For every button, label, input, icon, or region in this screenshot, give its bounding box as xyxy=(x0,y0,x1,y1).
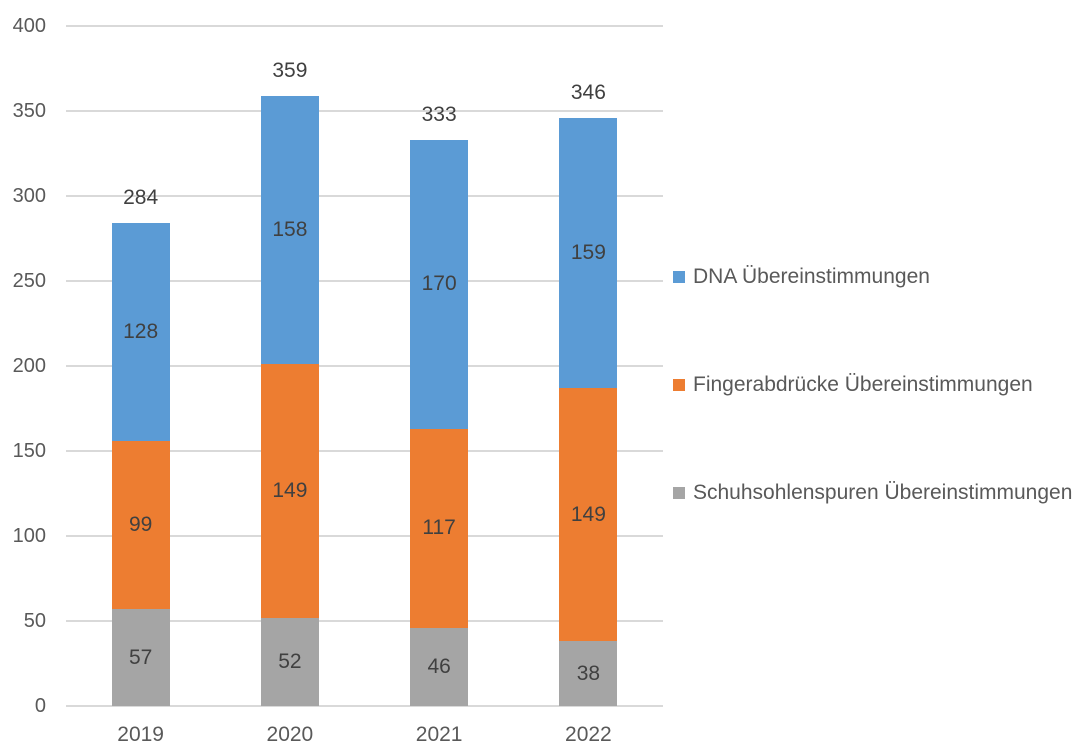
bar-segment-2020-Schuhsohlenspuren Übereinstimmungen xyxy=(260,617,319,706)
legend-item-dna: DNA Übereinstimmungen xyxy=(673,265,930,289)
y-axis-tick-label-400: 400 xyxy=(12,15,46,37)
bar-segment-2020-Fingerabdrücke Übereinstimmungen xyxy=(260,364,319,618)
bar-segment-2021-Schuhsohlenspuren Übereinstimmungen xyxy=(410,627,469,706)
gridline-200 xyxy=(66,365,663,367)
y-axis-tick-label-150: 150 xyxy=(12,440,46,462)
legend-swatch-shoeprints-icon xyxy=(673,487,685,499)
bar-segment-2019-Fingerabdrücke Übereinstimmungen xyxy=(111,440,170,610)
legend-item-shoeprints: Schuhsohlenspuren Übereinstimmungen xyxy=(673,481,1072,505)
y-axis-tick-label-100: 100 xyxy=(12,525,46,547)
y-axis-tick-label-200: 200 xyxy=(12,355,46,377)
bar-segment-label-2019-Fingerabdrücke Übereinstimmungen: 99 xyxy=(128,512,153,536)
legend-swatch-fingerprints-icon xyxy=(673,379,685,391)
y-axis-tick-label-0: 0 xyxy=(34,695,46,717)
bar-segment-label-2022-Fingerabdrücke Übereinstimmungen: 149 xyxy=(570,502,606,526)
bar-segment-2022-Schuhsohlenspuren Übereinstimmungen xyxy=(559,641,618,706)
bar-segment-label-2022-DNA Übereinstimmungen: 159 xyxy=(570,240,606,264)
bar-segment-label-2021-DNA Übereinstimmungen: 170 xyxy=(421,272,457,296)
gridline-100 xyxy=(66,535,663,537)
legend-label-shoeprints: Schuhsohlenspuren Übereinstimmungen xyxy=(693,481,1073,504)
y-axis-tick-label-50: 50 xyxy=(23,610,46,632)
legend-label-dna: DNA Übereinstimmungen xyxy=(693,265,930,288)
x-axis-tick-label-2019: 2019 xyxy=(117,723,164,746)
bar-segment-2019-DNA Übereinstimmungen xyxy=(111,223,170,441)
gridline-150 xyxy=(66,450,663,452)
bar-segment-2021-Fingerabdrücke Übereinstimmungen xyxy=(410,428,469,628)
gridline-250 xyxy=(66,280,663,282)
gridline-0 xyxy=(66,705,663,707)
x-axis-tick-label-2021: 2021 xyxy=(415,723,463,746)
bar-segment-2021-DNA Übereinstimmungen xyxy=(410,139,469,429)
gridline-300 xyxy=(66,195,663,197)
bar-segment-label-2020-DNA Übereinstimmungen: 158 xyxy=(272,218,308,241)
legend-swatch-dna-icon xyxy=(673,271,685,283)
bar-segment-2022-Fingerabdrücke Übereinstimmungen xyxy=(559,388,618,642)
bar-segment-label-2021-Fingerabdrücke Übereinstimmungen: 117 xyxy=(422,516,456,540)
bar-segment-2019-Schuhsohlenspuren Übereinstimmungen xyxy=(111,609,170,706)
bar-segment-label-2019-Schuhsohlenspuren Übereinstimmungen: 57 xyxy=(128,645,153,669)
bar-total-label-2021: 333 xyxy=(421,102,457,126)
y-axis-tick-label-350: 350 xyxy=(12,100,46,122)
bar-total-label-2019: 284 xyxy=(123,186,159,210)
legend-item-fingerprints: Fingerabdrücke Übereinstimmungen xyxy=(673,373,1033,397)
legend-label-fingerprints: Fingerabdrücke Übereinstimmungen xyxy=(693,373,1033,396)
bar-segment-label-2020-Schuhsohlenspuren Übereinstimmungen: 52 xyxy=(278,649,302,673)
bar-segment-label-2022-Schuhsohlenspuren Übereinstimmungen: 38 xyxy=(576,661,601,685)
gridline-400 xyxy=(66,25,663,27)
bar-total-label-2020: 359 xyxy=(272,58,308,82)
x-axis-tick-label-2022: 2022 xyxy=(565,723,612,746)
bar-segment-label-2021-Schuhsohlenspuren Übereinstimmungen: 46 xyxy=(427,654,451,678)
y-axis-tick-label-300: 300 xyxy=(12,185,46,207)
y-axis-tick-label-250: 250 xyxy=(12,270,46,292)
bar-total-label-2022: 346 xyxy=(570,80,606,104)
gridline-50 xyxy=(66,620,663,622)
bar-segment-2022-DNA Übereinstimmungen xyxy=(559,117,618,389)
bar-segment-label-2019-DNA Übereinstimmungen: 128 xyxy=(123,320,159,343)
bar-segment-2020-DNA Übereinstimmungen xyxy=(260,95,319,365)
bar-segment-label-2020-Fingerabdrücke Übereinstimmungen: 149 xyxy=(272,478,308,502)
gridline-350 xyxy=(66,110,663,112)
x-axis-tick-label-2020: 2020 xyxy=(266,723,314,746)
